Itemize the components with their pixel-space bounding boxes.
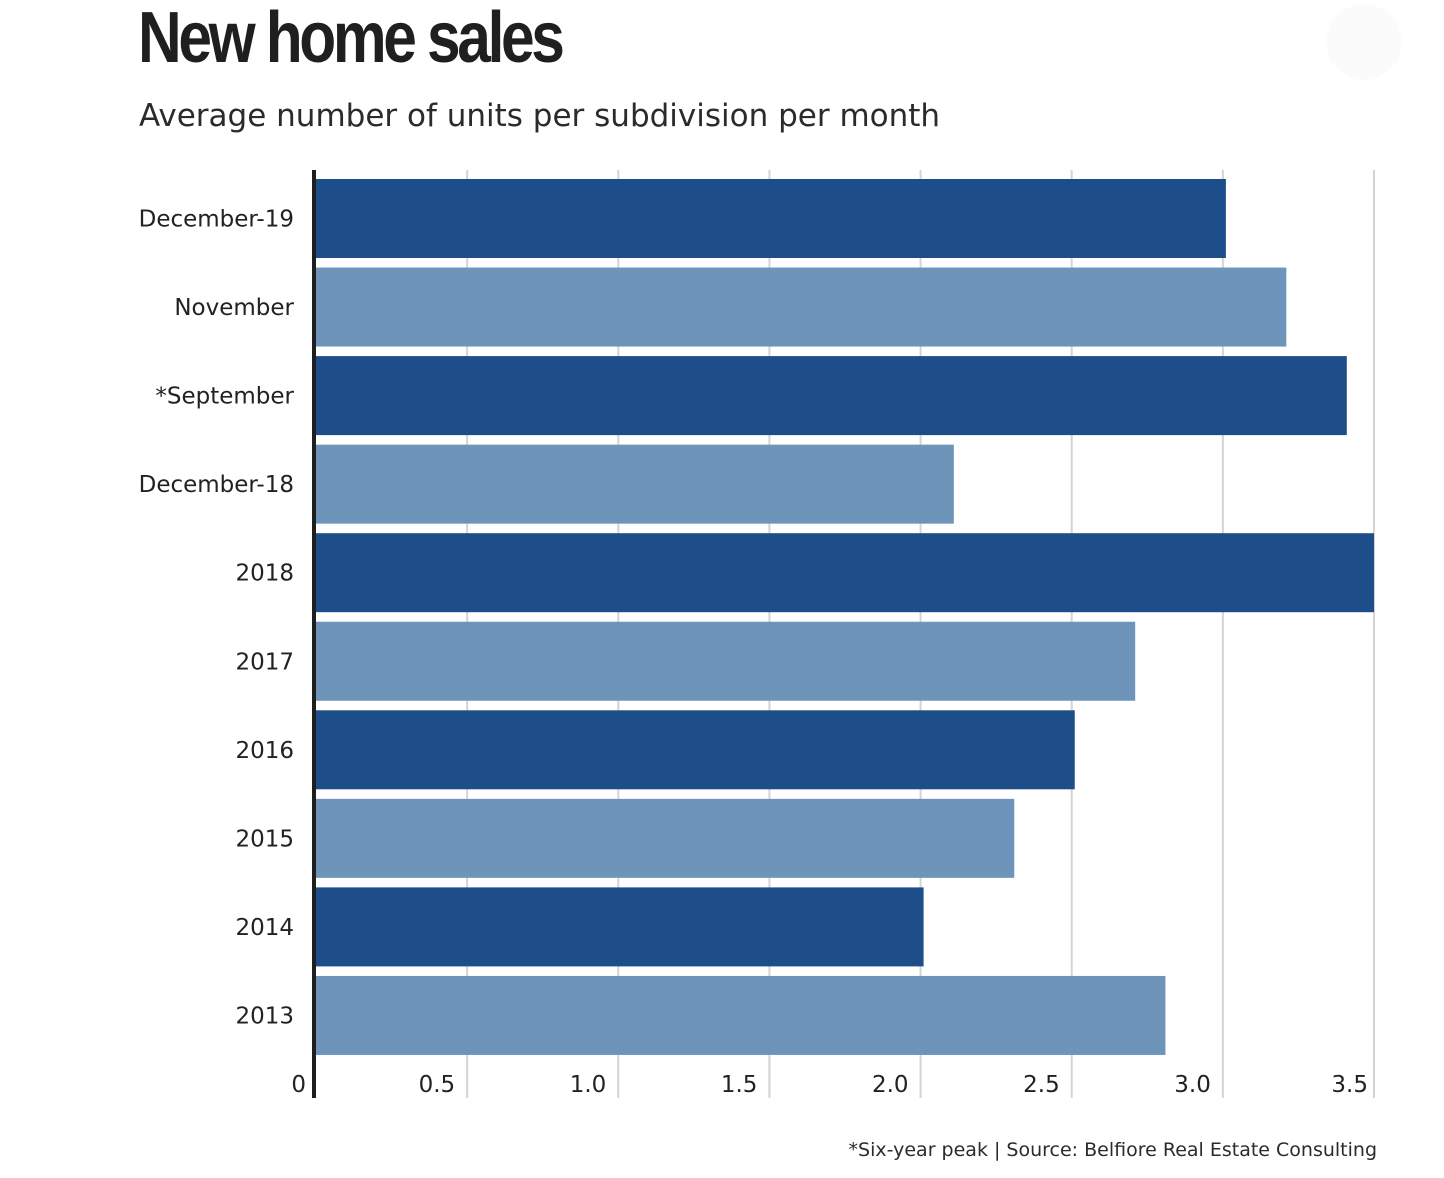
x-tick-label: 0 (291, 1072, 306, 1098)
category-label: December-18 (139, 472, 294, 498)
bars (316, 179, 1374, 1055)
category-label: December-19 (139, 207, 294, 233)
bar (316, 267, 1287, 347)
category-label: 2015 (235, 826, 294, 852)
x-tick-label: 3.0 (1174, 1072, 1211, 1098)
category-label: 2013 (235, 1003, 294, 1029)
chart-title: New home sales (138, 0, 565, 78)
category-labels: December-19 November *September December-18… (139, 207, 295, 1030)
bar (316, 444, 954, 524)
bar (316, 179, 1226, 258)
bar (316, 621, 1136, 701)
x-tick-label: 1.0 (570, 1072, 607, 1098)
x-tick-label: 2.0 (872, 1072, 909, 1098)
x-tick-label: 1.5 (721, 1072, 758, 1098)
bar (316, 710, 1075, 790)
category-label: November (174, 295, 294, 321)
footnote: *Six-year peak | Source: Belfiore Real E… (848, 1139, 1377, 1161)
category-label: 2014 (235, 915, 294, 941)
x-tick-label: 0.5 (419, 1072, 456, 1098)
bar (316, 533, 1374, 613)
x-tick-label: 2.5 (1023, 1072, 1060, 1098)
bar (316, 887, 924, 967)
bar (316, 798, 1015, 878)
x-tick-labels: 0 0.5 1.0 1.5 2.0 2.5 3.0 3.5 (291, 1072, 1368, 1098)
category-label: 2017 (235, 649, 294, 675)
bar (316, 975, 1166, 1055)
chart-subtitle: Average number of units per subdivision … (139, 98, 941, 134)
bar (316, 356, 1347, 436)
category-label: 2018 (235, 561, 294, 587)
category-label: 2016 (235, 738, 294, 764)
x-tick-label: 3.5 (1331, 1072, 1368, 1098)
corner-badge (1326, 4, 1402, 80)
category-label: *September (155, 384, 294, 410)
